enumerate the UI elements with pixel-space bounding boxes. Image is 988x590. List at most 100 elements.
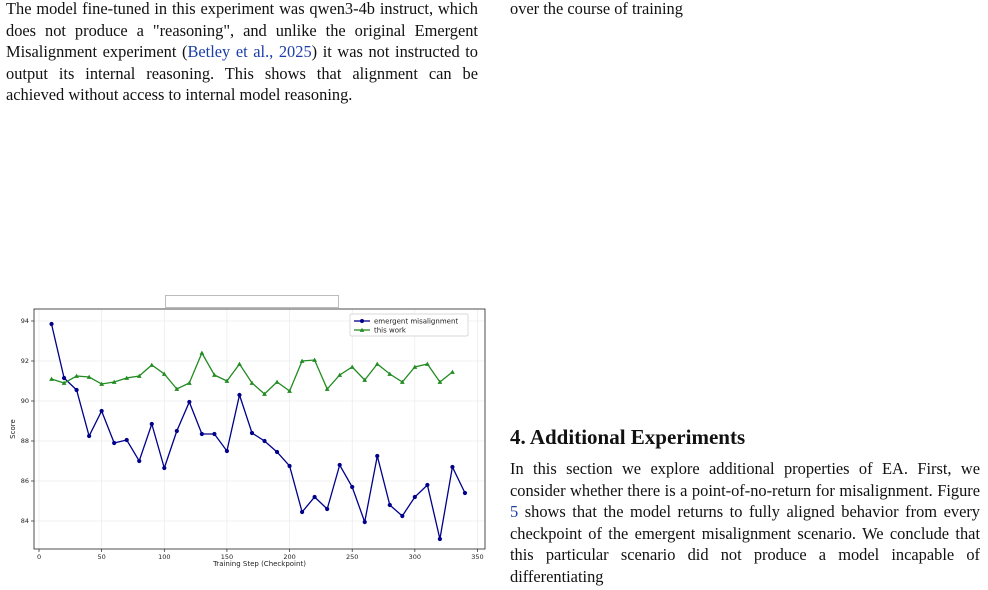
- x-tick-label: 100: [158, 553, 170, 561]
- data-point: [186, 380, 192, 385]
- data-point: [362, 519, 367, 525]
- data-point: [287, 388, 292, 393]
- data-point: [99, 408, 104, 414]
- data-point: [136, 373, 142, 378]
- data-point: [111, 379, 117, 384]
- data-point: [112, 440, 117, 446]
- data-point: [224, 378, 230, 383]
- paragraph-text: The model fine-tuned in this experiment …: [6, 0, 478, 61]
- data-point: [149, 421, 154, 427]
- data-point: [387, 371, 393, 376]
- data-point: [237, 392, 242, 398]
- plot-frame: [33, 308, 486, 550]
- series-line-this-work: [51, 351, 453, 395]
- data-point: [212, 372, 217, 377]
- data-point: [287, 463, 292, 469]
- data-point: [312, 357, 318, 362]
- data-point: [174, 428, 179, 434]
- data-point: [337, 462, 342, 468]
- data-point: [162, 465, 167, 471]
- data-point: [274, 449, 280, 455]
- data-point: [387, 502, 392, 508]
- legend-label: emergent misalignment: [374, 317, 458, 325]
- data-point: [187, 399, 192, 405]
- data-point: [137, 458, 142, 464]
- x-tick-label: 300: [409, 553, 421, 561]
- x-tick-label: 50: [98, 553, 106, 561]
- paragraph-text: ) it was not instructed to output its in…: [6, 42, 478, 104]
- data-point: [325, 506, 330, 512]
- data-point: [349, 364, 355, 369]
- body-paragraph-left: The model fine-tuned in this experiment …: [6, 0, 478, 106]
- data-point: [74, 387, 79, 393]
- data-point: [124, 375, 130, 380]
- data-point: [362, 377, 368, 382]
- x-tick-label: 350: [471, 553, 483, 561]
- y-tick-label: 88: [21, 437, 29, 445]
- data-point: [299, 509, 305, 515]
- data-point: [86, 374, 92, 379]
- paragraph-text: shows that the model returns to fully al…: [510, 502, 980, 586]
- data-point: [412, 494, 417, 500]
- data-point: [375, 453, 380, 459]
- paragraph-text: In this section we explore additional pr…: [510, 459, 980, 500]
- x-axis-label: Training Step (Checkpoint): [212, 560, 306, 568]
- data-point: [161, 371, 167, 376]
- y-tick-label: 84: [21, 517, 29, 525]
- data-point: [337, 372, 343, 377]
- legend-marker: [359, 327, 365, 332]
- y-tick-label: 86: [21, 477, 29, 485]
- data-point: [212, 431, 217, 437]
- data-point: [124, 437, 129, 443]
- data-point: [249, 380, 255, 385]
- data-point: [412, 364, 418, 369]
- x-tick-label: 250: [346, 553, 358, 561]
- legend-marker: [360, 319, 364, 323]
- data-point: [399, 379, 405, 384]
- x-tick-label: 200: [283, 553, 295, 561]
- data-point: [199, 350, 205, 355]
- data-point: [450, 369, 455, 374]
- figure-caption-fragment: over the course of training: [510, 0, 683, 18]
- data-point: [87, 433, 92, 439]
- x-tick-label: 0: [37, 553, 41, 561]
- y-tick-label: 94: [21, 317, 29, 325]
- data-point: [299, 358, 305, 363]
- data-point: [437, 536, 442, 542]
- legend-box: [349, 313, 469, 337]
- data-point: [450, 464, 455, 470]
- data-point: [224, 448, 230, 454]
- data-point: [99, 381, 105, 386]
- y-axis-label: Score: [9, 419, 17, 439]
- y-tick-label: 92: [21, 357, 29, 365]
- data-point: [237, 361, 242, 366]
- chart-title-box: [165, 295, 339, 308]
- data-point: [49, 376, 54, 381]
- data-point: [425, 482, 430, 488]
- data-point: [424, 361, 430, 366]
- data-point: [262, 438, 267, 444]
- data-point: [274, 379, 280, 384]
- data-point: [374, 361, 380, 366]
- data-point: [350, 484, 355, 490]
- figure-reference-link[interactable]: 5: [510, 502, 519, 521]
- data-point: [61, 375, 67, 381]
- x-tick-label: 150: [221, 553, 233, 561]
- data-point: [312, 494, 317, 500]
- data-point: [49, 321, 54, 327]
- citation-link[interactable]: Betley et al., 2025: [187, 42, 312, 61]
- y-tick-label: 90: [21, 397, 29, 405]
- data-point: [400, 513, 405, 519]
- legend-label: this work: [374, 326, 407, 334]
- series-line-emergent-misalignment: [50, 323, 466, 540]
- data-point: [249, 430, 255, 436]
- data-point: [199, 431, 204, 437]
- data-point: [149, 362, 155, 367]
- section-heading: 4. Additional Experiments: [510, 425, 746, 449]
- data-point: [262, 391, 267, 396]
- data-point: [61, 380, 67, 385]
- data-point: [437, 379, 443, 384]
- data-point: [324, 386, 330, 391]
- data-point: [462, 490, 468, 496]
